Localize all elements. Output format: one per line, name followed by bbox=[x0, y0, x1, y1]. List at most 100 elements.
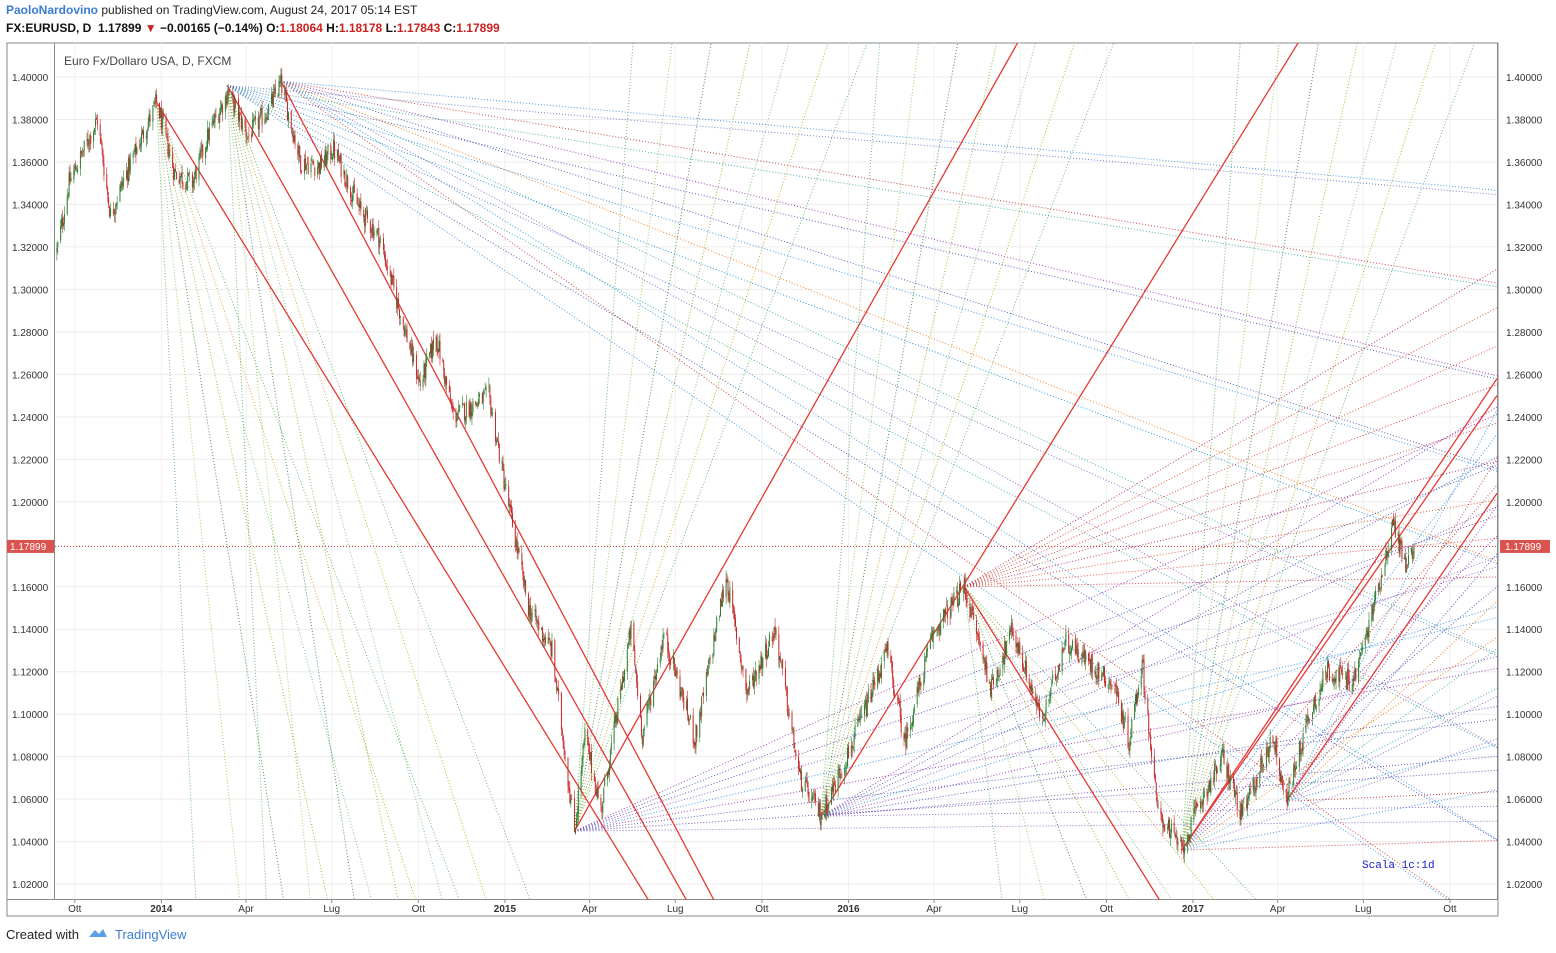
candle-body bbox=[253, 119, 255, 122]
candle-body bbox=[488, 385, 490, 387]
candle-body bbox=[1243, 802, 1245, 803]
candle-body bbox=[952, 602, 954, 606]
candle-body bbox=[287, 112, 289, 122]
candle-body bbox=[1412, 552, 1414, 559]
fan-line bbox=[280, 80, 1498, 284]
fan-line bbox=[820, 43, 920, 817]
candle-body bbox=[700, 711, 702, 718]
candle-body bbox=[707, 665, 709, 675]
candle-body bbox=[997, 669, 999, 677]
candle-body bbox=[189, 172, 191, 174]
tradingview-link[interactable]: TradingView bbox=[114, 927, 187, 942]
candle-body bbox=[252, 119, 254, 137]
candle-body bbox=[558, 688, 560, 695]
candle-body bbox=[884, 648, 886, 650]
candle-body bbox=[77, 168, 79, 173]
candle-body bbox=[214, 113, 216, 123]
candle-body bbox=[1015, 634, 1017, 648]
candle-body bbox=[537, 621, 539, 624]
candle-body bbox=[393, 276, 395, 288]
candle-body bbox=[959, 583, 961, 605]
candle-body bbox=[929, 640, 931, 649]
symbol-name[interactable]: FX:EURUSD, D bbox=[6, 21, 92, 35]
candle-body bbox=[1168, 818, 1170, 837]
candle-body bbox=[346, 174, 348, 187]
candle-body bbox=[299, 146, 301, 158]
candle-body bbox=[339, 155, 341, 162]
candle-body bbox=[430, 343, 432, 354]
candle-body bbox=[450, 401, 452, 406]
candle-body bbox=[695, 724, 697, 748]
candle-body bbox=[900, 714, 902, 733]
candle-body bbox=[772, 639, 774, 642]
candle-body bbox=[814, 793, 816, 795]
candle-body bbox=[1202, 794, 1204, 805]
candle-body bbox=[621, 685, 623, 691]
candle-body bbox=[838, 769, 840, 771]
candle-body bbox=[787, 709, 789, 716]
candle-body bbox=[1122, 712, 1124, 729]
fan-line bbox=[227, 85, 1498, 473]
candle-body bbox=[528, 605, 530, 616]
candle-body bbox=[1355, 668, 1357, 681]
fan-line bbox=[226, 85, 1498, 842]
fan-line bbox=[574, 616, 1498, 832]
candle-body bbox=[663, 634, 665, 636]
candle-body bbox=[818, 803, 820, 817]
candle-body bbox=[713, 634, 715, 654]
candle-body bbox=[827, 810, 829, 812]
candle-body bbox=[1280, 772, 1282, 782]
candle-body bbox=[158, 102, 160, 119]
candle-body bbox=[1261, 756, 1263, 765]
candle-body bbox=[80, 150, 82, 154]
candle-body bbox=[1266, 748, 1268, 750]
fan-line bbox=[574, 464, 1498, 832]
candle-body bbox=[1236, 792, 1238, 811]
fan-line bbox=[574, 667, 1498, 832]
fan-line bbox=[820, 505, 1498, 817]
candle-body bbox=[891, 661, 893, 669]
candle-body bbox=[641, 735, 643, 745]
y-tick-label-left: 1.12000 bbox=[12, 668, 49, 679]
author-link[interactable]: PaoloNardovino bbox=[6, 3, 99, 17]
candle-body bbox=[406, 329, 408, 342]
candle-body bbox=[964, 577, 966, 595]
candle-body bbox=[1174, 833, 1176, 837]
tradingview-cloud-icon bbox=[87, 927, 109, 942]
candle-body bbox=[570, 799, 572, 805]
candle-body bbox=[839, 768, 841, 779]
candle-body bbox=[226, 97, 228, 104]
candle-body bbox=[379, 239, 381, 248]
fan-line bbox=[1285, 647, 1498, 802]
gann-fan-lines bbox=[156, 43, 1498, 900]
candle-body bbox=[1281, 775, 1283, 787]
candle-body bbox=[516, 538, 518, 553]
candle-body bbox=[1387, 551, 1389, 557]
candle-body bbox=[1010, 622, 1012, 631]
candle-body bbox=[207, 129, 209, 141]
candle-body bbox=[859, 717, 861, 721]
candle-body bbox=[1131, 719, 1133, 738]
candle-body bbox=[1070, 651, 1072, 654]
candle-body bbox=[1036, 701, 1038, 707]
candle-body bbox=[853, 736, 855, 745]
candle-body bbox=[877, 668, 879, 688]
candle-body bbox=[580, 771, 582, 790]
candle-body bbox=[634, 649, 636, 665]
candle-body bbox=[781, 660, 783, 662]
candle-body bbox=[423, 363, 425, 378]
candle-body bbox=[1151, 747, 1153, 758]
candle-body bbox=[1399, 538, 1401, 554]
candle-body bbox=[824, 811, 826, 819]
candle-body bbox=[778, 634, 780, 661]
candle-body bbox=[609, 750, 611, 765]
candle-body bbox=[728, 593, 730, 601]
candle-body bbox=[560, 692, 562, 730]
candle-body bbox=[726, 579, 728, 582]
candle-body bbox=[468, 400, 470, 418]
candle-body bbox=[1282, 786, 1284, 788]
candle-body bbox=[867, 690, 869, 702]
candle-body bbox=[1061, 649, 1063, 672]
candle-body bbox=[436, 336, 438, 350]
